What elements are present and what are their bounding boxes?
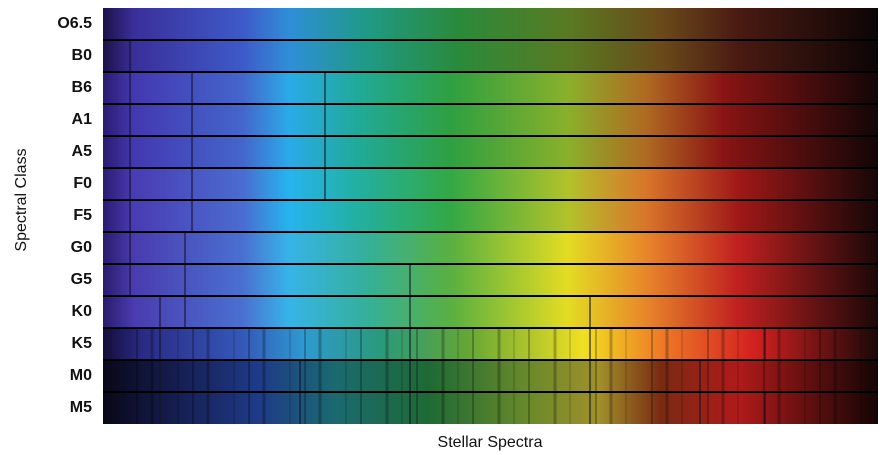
row-label: B6: [72, 79, 93, 96]
spectrum-band: [103, 392, 878, 424]
row-label: G0: [71, 239, 92, 256]
row-label: B0: [72, 47, 93, 64]
spectrum-band: [103, 296, 878, 328]
row-label: M0: [70, 367, 92, 384]
row-label: K0: [72, 303, 93, 320]
spectrum-band: [103, 136, 878, 168]
spectrum-band: [103, 72, 878, 104]
spectrum-band: [103, 200, 878, 232]
page: Spectral Class Stellar Spectra O6.5 B0 B6 A…: [0, 0, 882, 455]
figure: Spectral Class Stellar Spectra O6.5 B0 B6 A…: [0, 0, 882, 455]
row-label: K5: [72, 335, 93, 352]
spectrum-band: [103, 328, 878, 360]
row-label: G5: [71, 271, 92, 288]
spectrum-band: [103, 232, 878, 264]
row-label: O6.5: [57, 15, 92, 32]
spectrum-band: [103, 104, 878, 136]
y-axis-title: Spectral Class: [13, 148, 30, 251]
spectrum-band: [103, 168, 878, 200]
row-label: A1: [72, 111, 93, 128]
spectrum-band: [103, 40, 878, 72]
spectrum-band: [103, 8, 878, 40]
row-label: M5: [70, 399, 92, 416]
x-axis-title: Stellar Spectra: [438, 434, 543, 451]
row-label: F5: [73, 207, 92, 224]
spectrum-band: [103, 264, 878, 296]
spectrum-band: [103, 360, 878, 392]
spectra: [103, 8, 878, 424]
row-label: F0: [73, 175, 92, 192]
row-label: A5: [72, 143, 93, 160]
